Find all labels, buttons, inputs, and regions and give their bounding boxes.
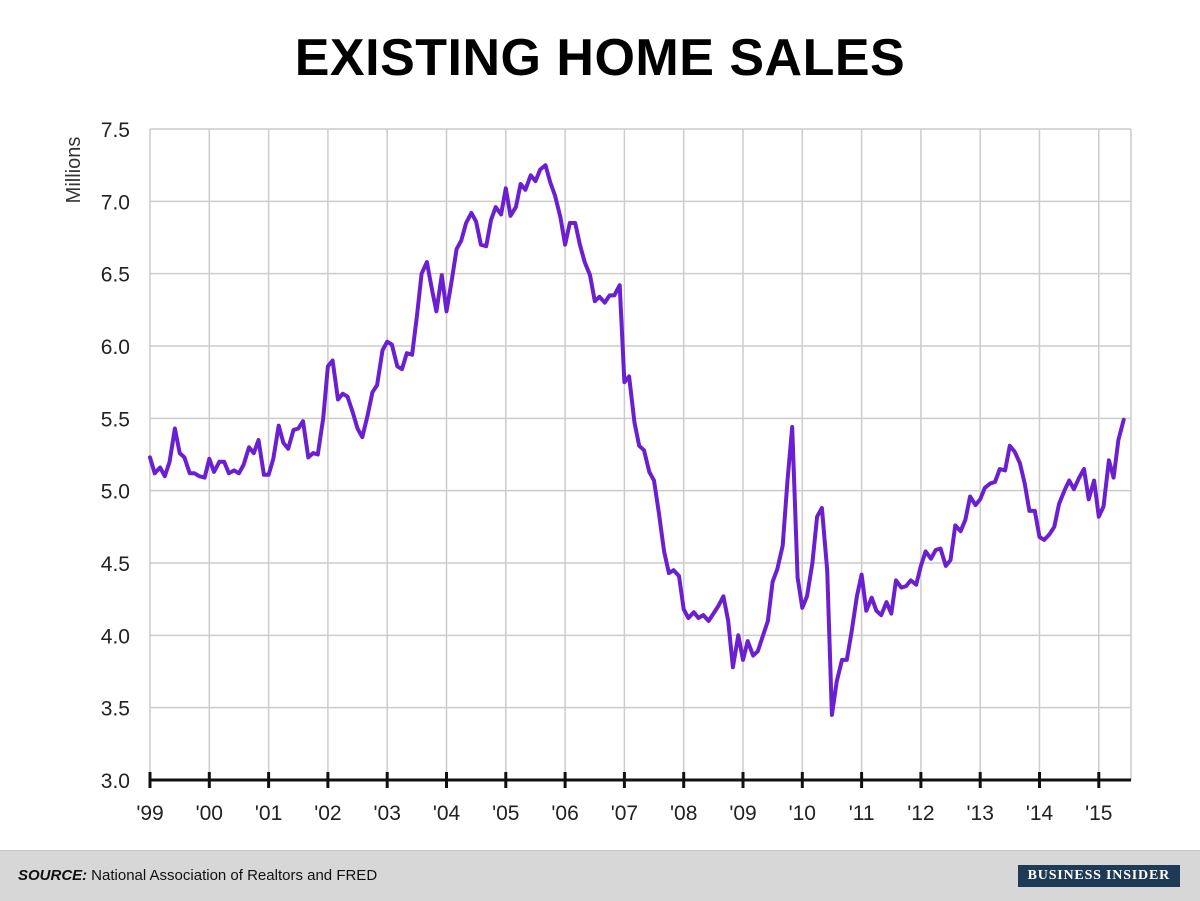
x-tick-label: '99: [136, 802, 163, 825]
x-tick-label: '01: [255, 802, 282, 825]
y-tick-label: 5.5: [101, 408, 130, 431]
source-label: SOURCE:: [18, 867, 88, 884]
y-axis-ticks: 3.0 3.5 4.0 4.5 5.0 5.5 6.0 6.5 7.0 7.5: [101, 119, 130, 793]
y-tick-label: 6.5: [101, 264, 130, 287]
x-tick-label: '02: [314, 802, 341, 825]
x-axis-ticks: '99 '00 '01 '02 '03 '04 '05 '06 '07 '08 '09 '10 '11 '…: [136, 802, 1112, 825]
source-text: National Association of Realtors and FRE…: [91, 867, 378, 884]
x-tick-label: '07: [611, 802, 638, 825]
y-tick-label: 3.5: [101, 698, 130, 721]
chart-title: EXISTING HOME SALES: [294, 29, 906, 87]
footer: SOURCE: National Association of Realtors …: [0, 850, 1200, 901]
series-line-existing-home-sales: [148, 163, 1126, 717]
x-tick-label: '05: [492, 802, 519, 825]
series-layer: [148, 163, 1126, 717]
grid-lines: [149, 128, 1132, 780]
x-tick-label: '11: [849, 802, 875, 825]
y-tick-label: 4.5: [101, 553, 130, 576]
source-note: SOURCE: National Association of Realtors …: [18, 867, 377, 884]
y-tick-label: 4.0: [101, 625, 130, 648]
x-tick-label: '10: [789, 802, 816, 825]
y-tick-label: 7.5: [101, 119, 130, 142]
y-tick-label: 3.0: [101, 770, 130, 793]
x-axis-line: [148, 772, 1131, 788]
x-tick-label: '12: [907, 802, 934, 825]
x-tick-label: '00: [196, 802, 223, 825]
y-tick-label: 7.0: [101, 191, 130, 214]
x-tick-label: '13: [967, 802, 994, 825]
x-tick-label: '08: [670, 802, 697, 825]
y-tick-label: 6.0: [101, 336, 130, 359]
y-axis-label: Millions: [63, 137, 85, 204]
x-tick-label: '14: [1026, 802, 1054, 825]
x-tick-label: '03: [374, 802, 401, 825]
x-tick-label: '09: [729, 802, 756, 825]
x-tick-label: '15: [1085, 802, 1112, 825]
x-tick-label: '06: [551, 802, 578, 825]
business-insider-logo: BUSINESS INSIDER: [1017, 865, 1180, 887]
y-tick-label: 5.0: [101, 481, 130, 504]
line-chart: 3.0 3.5 4.0 4.5 5.0 5.5 6.0 6.5 7.0 7.5 '99 '00 '01…: [63, 119, 1132, 825]
x-tick-label: '04: [433, 802, 461, 825]
